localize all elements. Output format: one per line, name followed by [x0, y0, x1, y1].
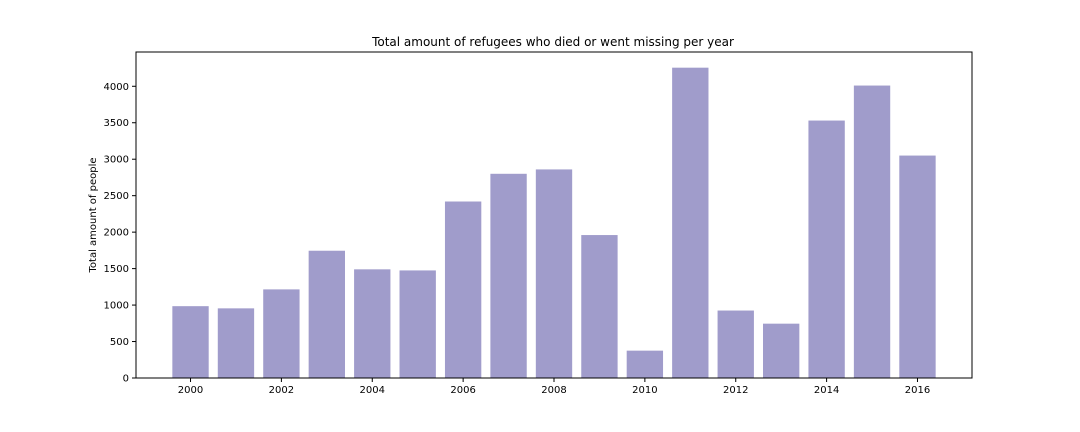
chart-title: Total amount of refugees who died or wen… [371, 35, 734, 49]
x-tick-label: 2016 [905, 385, 930, 396]
x-axis: 2000 2002 2004 2006 2008 2010 2012 2014 2016 [178, 378, 930, 396]
bar-2014 [808, 120, 845, 378]
y-tick-label: 4000 [104, 82, 129, 93]
bar-2000 [172, 306, 209, 378]
y-tick-label: 500 [110, 337, 129, 348]
x-tick-label: 2002 [269, 385, 294, 396]
y-tick-label: 1500 [104, 264, 129, 275]
x-tick-label: 2000 [178, 385, 203, 396]
y-tick-label: 2500 [104, 191, 129, 202]
bar-2001 [217, 308, 255, 378]
bar-2003 [308, 250, 345, 378]
y-axis-label: Total amount of people [88, 157, 99, 273]
bar-2002 [263, 289, 300, 378]
bar-2012 [717, 310, 754, 378]
y-tick-label: 2000 [104, 228, 129, 239]
bar-2011 [672, 67, 709, 379]
y-tick-label: 3000 [104, 155, 129, 166]
x-tick-label: 2014 [814, 385, 839, 396]
bar-2007 [490, 173, 527, 378]
y-tick-label: 1000 [104, 301, 129, 312]
y-axis: 0 500 1000 1500 2000 2500 3000 3500 4000 [104, 82, 136, 385]
bar-2010 [626, 350, 664, 378]
bar-2015 [853, 85, 891, 378]
bar-2009 [581, 235, 618, 378]
y-tick-label: 3500 [104, 118, 129, 129]
bar-2004 [354, 269, 391, 378]
x-tick-label: 2010 [632, 385, 657, 396]
bar-2008 [535, 169, 573, 378]
bar-2013 [763, 323, 800, 378]
bar-2006 [444, 201, 482, 378]
x-tick-label: 2004 [360, 385, 385, 396]
bars-group [172, 67, 936, 379]
bar-2005 [399, 270, 436, 378]
x-tick-label: 2006 [450, 385, 475, 396]
bar-2016 [899, 155, 936, 378]
y-tick-label: 0 [123, 374, 129, 385]
x-tick-label: 2012 [723, 385, 748, 396]
x-tick-label: 2008 [541, 385, 566, 396]
